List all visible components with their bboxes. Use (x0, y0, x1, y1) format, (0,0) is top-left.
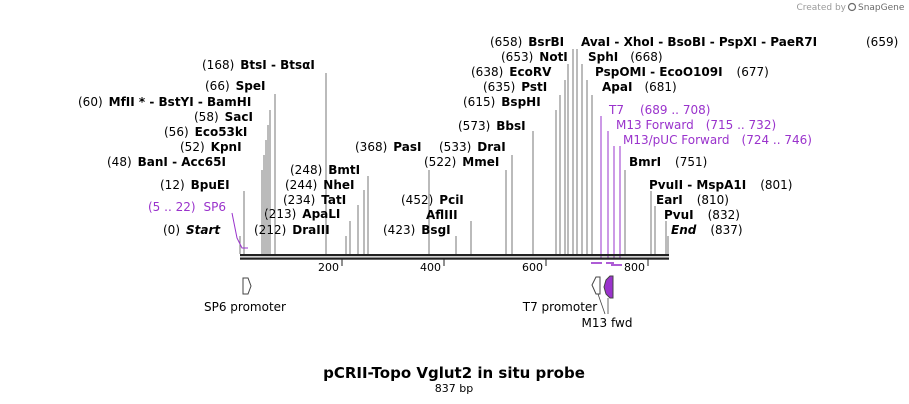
site-start: (0) Start (163, 223, 221, 237)
feature-label-m13-fwd: M13 fwd (582, 316, 633, 330)
tick-label-800: 800 (624, 261, 645, 274)
site-bbsi: (573) BbsI (458, 119, 526, 133)
site-draiii: (212) DraIII (254, 223, 330, 237)
map-title: pCRII-Topo Vglut2 in situ probe (323, 364, 585, 382)
snapgene-brand: SnapGene (858, 3, 905, 13)
site-tati: (234) TatI (283, 193, 346, 207)
site-pvuii: PvuII - MspA1I (801) (649, 178, 793, 192)
map-size: 837 bp (435, 382, 473, 395)
tick-label-600: 600 (522, 261, 543, 274)
site-sphi: SphI (668) (588, 50, 663, 64)
site-bsgi: (423) BsgI (383, 223, 451, 237)
t7-promoter-arrow-icon (591, 276, 601, 295)
site-end: End (837) (671, 223, 743, 237)
primer-sp6: (5 .. 22) SP6 (148, 200, 226, 214)
site-apali: (213) ApaLI (264, 207, 340, 221)
site-kpni: (52) KpnI (180, 140, 242, 154)
sp6-promoter-arrow-icon (242, 277, 252, 295)
site-afliii: AflIII (426, 208, 458, 222)
site-psti: (635) PstI (483, 80, 547, 94)
site-bsrbi: (658) BsrBI (490, 35, 564, 49)
tick-label-200: 200 (318, 261, 339, 274)
primer-connectors (231, 116, 621, 259)
site-eco53ki: (56) Eco53kI (164, 125, 247, 139)
site-mfli: (60) MfII * - BstYI - BamHI (78, 95, 251, 109)
site-bpuei: (12) BpuEI (160, 178, 230, 192)
site-connectors (239, 49, 669, 254)
m13-fwd-arrow-icon (603, 275, 614, 299)
primer-t7: T7 (689 .. 708) (608, 103, 710, 117)
site-avai-group: AvaI - XhoI - BsoBI - PspXI - PaeR7I (581, 35, 817, 49)
snapgene-logo-icon (847, 2, 857, 12)
site-noti: (653) NotI (501, 50, 568, 64)
site-pasi: (368) PasI (355, 140, 421, 154)
site-pspomi: PspOMI - EcoO109I (677) (595, 65, 769, 79)
credit-text: Created by (796, 3, 846, 13)
feature-label-sp6-promoter: SP6 promoter (204, 300, 286, 314)
site-bmti: (248) BmtI (290, 163, 360, 177)
sequence-bar (240, 254, 669, 260)
primer-arrows (591, 262, 622, 266)
site-bani: (48) BanI - Acc65I (107, 155, 226, 169)
site-bmri: BmrI (751) (629, 155, 707, 169)
site-spei: (66) SpeI (205, 79, 265, 93)
scale-ticks (341, 259, 649, 266)
site-saci: (58) SacI (194, 110, 253, 124)
site-drai: (533) DraI (439, 140, 506, 154)
site-avai-position: (659) (866, 35, 898, 49)
site-eari: EarI (810) (656, 193, 729, 207)
site-btsi: (168) BtsI - BtsαI (202, 58, 315, 72)
feature-label-t7-promoter: T7 promoter (522, 300, 598, 314)
site-ecorv: (638) EcoRV (471, 65, 552, 79)
site-nhei: (244) NheI (285, 178, 354, 192)
site-pcii: (452) PciI (401, 193, 464, 207)
site-mmei: (522) MmeI (424, 155, 499, 169)
site-apai: ApaI (681) (602, 80, 677, 94)
site-bsphi: (615) BspHI (463, 95, 541, 109)
site-pvui: PvuI (832) (664, 208, 740, 222)
tick-label-400: 400 (420, 261, 441, 274)
t7-leader-line (597, 293, 606, 315)
primer-m13-forward: M13 Forward (715 .. 732) (616, 118, 776, 132)
primer-m13-puc-forward: M13/pUC Forward (724 .. 746) (623, 133, 812, 147)
